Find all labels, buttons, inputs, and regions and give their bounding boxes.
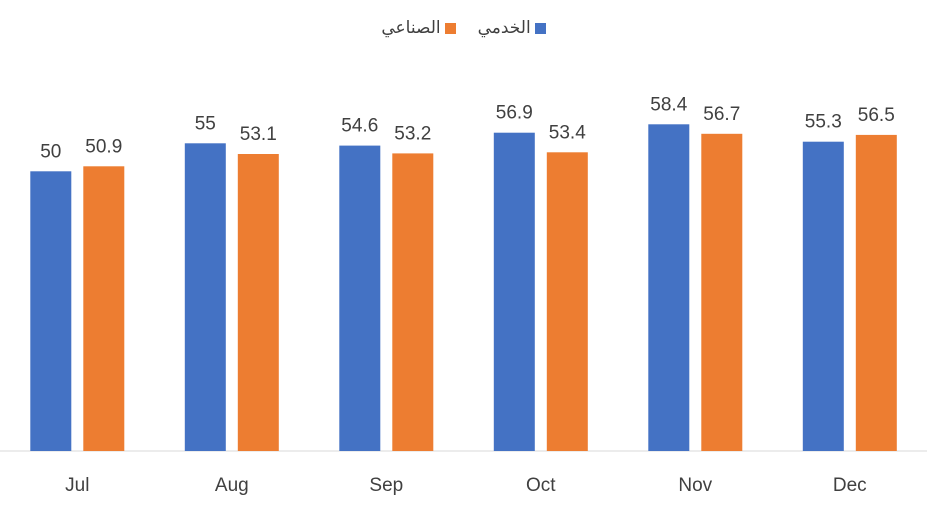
legend-item-services: الخدمي: [478, 18, 546, 38]
x-tick-label-nov: Nov: [678, 475, 712, 496]
bar-dec-series-1: [855, 134, 897, 451]
bar-dec-series-0: [802, 141, 844, 451]
x-tick-label-oct: Oct: [526, 475, 556, 496]
data-label-aug-series-1: 53.1: [240, 124, 277, 145]
bar-jul-series-0: [30, 171, 72, 452]
bar-sep-series-1: [392, 153, 434, 451]
data-label-jul-series-1: 50.9: [85, 136, 122, 157]
data-label-oct-series-0: 56.9: [496, 103, 533, 124]
legend-item-industrial: الصناعي: [381, 18, 456, 38]
legend-swatch-services: [534, 22, 546, 34]
chart-legend: الخدمي الصناعي: [0, 18, 927, 38]
bar-nov-series-0: [648, 124, 690, 452]
legend-label-services: الخدمي: [477, 18, 531, 37]
data-label-dec-series-0: 55.3: [805, 112, 842, 133]
x-tick-label-dec: Dec: [833, 475, 867, 496]
bar-oct-series-1: [546, 152, 588, 452]
bar-oct-series-0: [493, 132, 535, 451]
legend-label-industrial: الصناعي: [381, 18, 441, 37]
x-tick-label-aug: Aug: [215, 475, 249, 496]
data-label-nov-series-1: 56.7: [703, 104, 740, 125]
bar-sep-series-0: [339, 145, 381, 451]
data-label-nov-series-0: 58.4: [650, 94, 687, 115]
x-tick-label-jul: Jul: [65, 475, 89, 496]
bar-nov-series-1: [701, 133, 743, 452]
data-label-dec-series-1: 56.5: [858, 105, 895, 126]
data-label-aug-series-0: 55: [195, 113, 216, 134]
data-label-oct-series-1: 53.4: [549, 122, 586, 143]
bar-jul-series-1: [83, 166, 125, 452]
data-label-jul-series-0: 50: [40, 141, 61, 162]
legend-swatch-industrial: [444, 22, 456, 34]
data-label-sep-series-1: 53.2: [394, 123, 431, 144]
bar-aug-series-0: [184, 143, 226, 452]
data-label-sep-series-0: 54.6: [341, 116, 378, 137]
x-tick-label-sep: Sep: [369, 475, 403, 496]
bar-aug-series-1: [237, 154, 279, 451]
